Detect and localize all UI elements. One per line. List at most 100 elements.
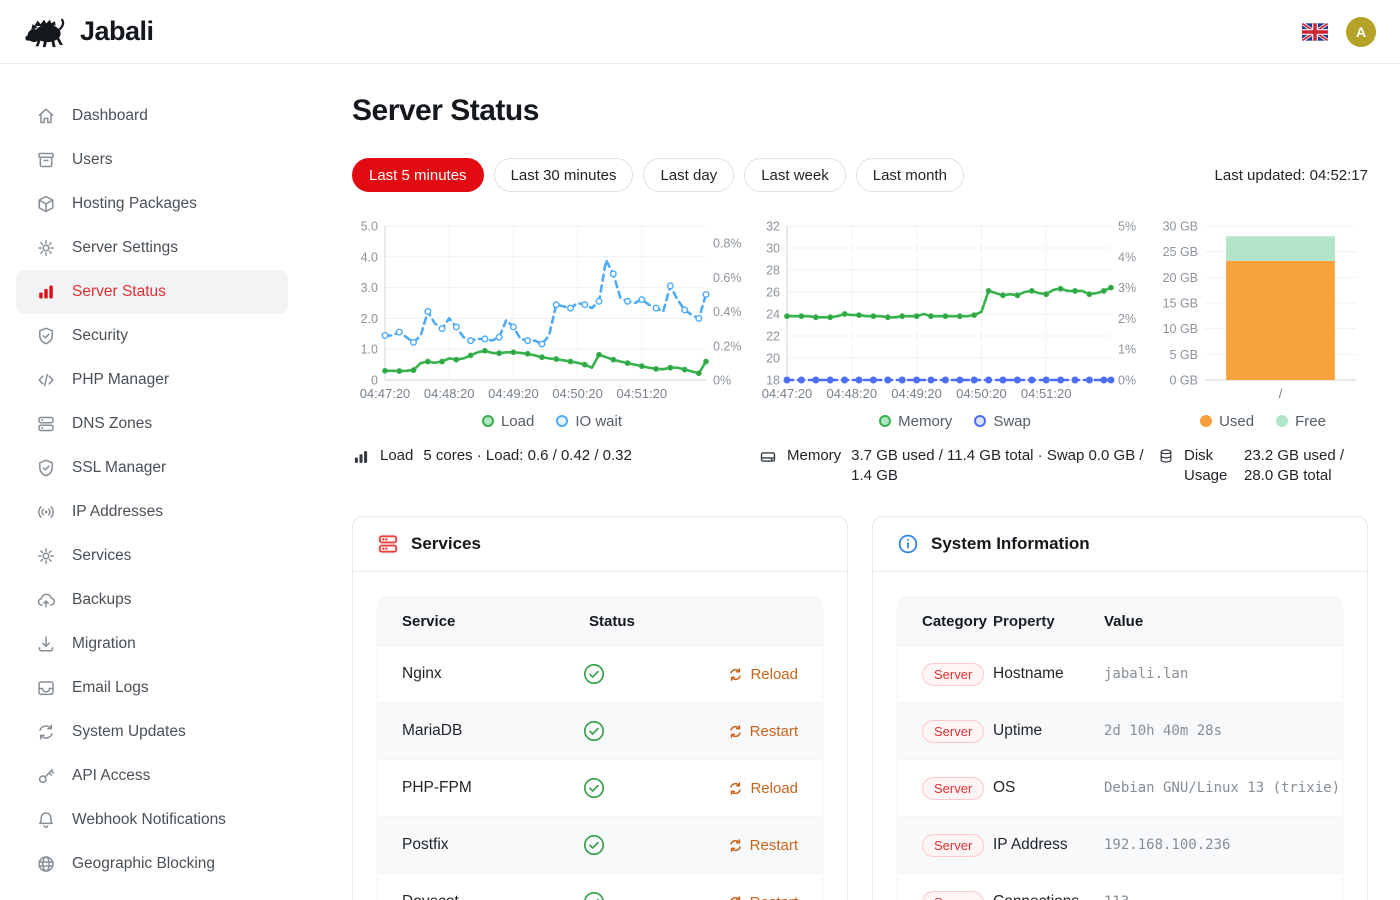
time-range-last-day[interactable]: Last day: [643, 158, 735, 192]
sidebar-item-api-access[interactable]: API Access: [0, 754, 304, 798]
status-ok-icon: [584, 664, 605, 684]
chart-element: [424, 308, 432, 316]
disk-usage-chart[interactable]: 30 GB 25 GB 20 GB 15 GB 10 GB 5 GB 0 GB /: [1158, 218, 1368, 406]
legend-item[interactable]: Free: [1276, 413, 1326, 430]
column-header-status: Status: [589, 612, 635, 630]
chart-element: [383, 349, 708, 375]
charts-row: 5.0 4.0 3.0 2.0 1.0 0 0.8% 0.6% 0.4% 0.2% 0% 04:47:…: [352, 218, 1368, 486]
chart-element: [1013, 376, 1021, 384]
time-range-last-week[interactable]: Last week: [744, 158, 846, 192]
uk-flag-icon[interactable]: [1302, 22, 1328, 41]
home-icon: [38, 108, 54, 124]
chart-element: [956, 313, 963, 320]
sidebar-item-dashboard[interactable]: Dashboard: [0, 94, 304, 138]
memory-swap-chart[interactable]: 32 30 28 26 24 22 20 18 5% 4% 3% 2% 1% 0% 04:47:20 04:4…: [759, 218, 1151, 406]
service-action-button[interactable]: Reload: [728, 780, 798, 797]
axis-tick-label: 0.8%: [713, 237, 742, 251]
chart-element: [581, 301, 589, 309]
sidebar-item-system-updates[interactable]: System Updates: [0, 710, 304, 754]
property-value: jabali.lan: [1104, 666, 1189, 682]
axis-tick-label: 10 GB: [1163, 322, 1198, 336]
sidebar-item-label: Dashboard: [72, 107, 148, 124]
sidebar-item-php-manager[interactable]: PHP Manager: [0, 358, 304, 402]
chart-element: [1028, 376, 1036, 384]
time-range-last-month[interactable]: Last month: [855, 158, 964, 192]
system-information-table: Category Property Value Server Hostname …: [897, 596, 1343, 900]
service-action-button[interactable]: Restart: [728, 837, 798, 854]
app-header: Jabali A: [0, 0, 1400, 64]
sidebar-item-ssl-manager[interactable]: SSL Manager: [0, 446, 304, 490]
axis-tick-label: 0.2%: [713, 339, 742, 353]
service-action-button[interactable]: Restart: [728, 894, 798, 900]
legend-item[interactable]: Used: [1200, 413, 1254, 430]
table-row-ip-address: Server IP Address 192.168.100.236: [898, 816, 1342, 873]
sidebar-item-migration[interactable]: Migration: [0, 622, 304, 666]
sidebar-item-ip-addresses[interactable]: IP Addresses: [0, 490, 304, 534]
legend-label: Memory: [898, 412, 953, 430]
axis-tick-label: 32: [766, 220, 780, 234]
time-range-last-30-minutes[interactable]: Last 30 minutes: [493, 158, 634, 192]
refresh-icon: [39, 724, 53, 740]
sidebar-item-geographic-blocking[interactable]: Geographic Blocking: [0, 842, 304, 886]
shield-check-icon: [39, 459, 53, 477]
service-action-button[interactable]: Restart: [728, 723, 798, 740]
sidebar-item-label: Email Logs: [72, 679, 149, 696]
hard-drive-icon: [760, 452, 776, 462]
legend-item[interactable]: Swap: [974, 413, 1031, 430]
sidebar-item-dns-zones[interactable]: DNS Zones: [0, 402, 304, 446]
services-card-header: Services: [353, 517, 847, 572]
chart-element: [383, 258, 708, 346]
brand-logo[interactable]: Jabali: [24, 15, 154, 49]
service-name: PHP-FPM: [402, 779, 472, 796]
main-content: Server Status Last 5 minutes Last 30 min…: [304, 64, 1400, 900]
user-avatar[interactable]: A: [1346, 16, 1376, 47]
service-name: Dovecot: [378, 893, 583, 900]
sidebar-item-hosting-packages[interactable]: Hosting Packages: [0, 182, 304, 226]
axis-tick-label: /: [1279, 386, 1283, 401]
sidebar-item-label: Backups: [72, 591, 132, 608]
sidebar-item-label: Users: [72, 151, 113, 168]
time-range-last-5-minutes[interactable]: Last 5 minutes: [352, 158, 484, 192]
sidebar-item-users[interactable]: Users: [0, 138, 304, 182]
chart-element: [681, 366, 688, 373]
chart-element: [999, 376, 1007, 384]
axis-tick-label: 04:49:20: [891, 386, 942, 401]
sidebar-item-security[interactable]: Security: [0, 314, 304, 358]
page-title: Server Status: [352, 94, 539, 127]
chart-element: [610, 356, 617, 363]
chart-element: [784, 313, 790, 320]
chart-element: [438, 325, 446, 333]
axis-tick-label: 3%: [1118, 281, 1136, 295]
sidebar-item-services[interactable]: Services: [0, 534, 304, 578]
legend-label: Swap: [993, 412, 1031, 430]
service-action-label: Restart: [750, 894, 798, 900]
axis-tick-label: 15 GB: [1163, 297, 1198, 311]
package-icon: [38, 195, 54, 213]
sidebar-item-label: DNS Zones: [72, 415, 153, 432]
sidebar-item-backups[interactable]: Backups: [0, 578, 304, 622]
legend-item[interactable]: Memory: [879, 413, 952, 430]
table-row-mariadb: MariaDB Restart: [378, 702, 822, 759]
chart-element: [695, 314, 703, 322]
disk-chart-column: 30 GB 25 GB 20 GB 15 GB 10 GB 5 GB 0 GB / Used F…: [1158, 218, 1368, 486]
chart-element: [424, 358, 431, 365]
legend-item[interactable]: IO wait: [556, 413, 622, 430]
sidebar-item-server-status[interactable]: Server Status: [16, 270, 288, 314]
service-action-button[interactable]: Reload: [728, 666, 798, 683]
load-io-wait-chart[interactable]: 5.0 4.0 3.0 2.0 1.0 0 0.8% 0.6% 0.4% 0.2% 0% 04:47:…: [352, 218, 752, 406]
chart-element: [539, 354, 545, 361]
services-table: Service Status Nginx Reload MariaDB Rest…: [377, 596, 823, 900]
chart-element: [509, 323, 517, 331]
chart-element: [595, 297, 603, 305]
sidebar-item-server-settings[interactable]: Server Settings: [0, 226, 304, 270]
chart-element: [496, 350, 503, 357]
legend-item[interactable]: Load: [481, 413, 534, 430]
axis-tick-label: 4.0: [361, 250, 378, 264]
sidebar-item-webhook-notifications[interactable]: Webhook Notifications: [0, 798, 304, 842]
axis-tick-label: 04:50:20: [552, 386, 603, 401]
cloud-upload-icon: [37, 593, 56, 608]
sidebar-item-email-logs[interactable]: Email Logs: [0, 666, 304, 710]
chart-element: [928, 313, 934, 320]
refresh-icon: [730, 781, 742, 795]
category-badge: Server: [922, 662, 985, 686]
